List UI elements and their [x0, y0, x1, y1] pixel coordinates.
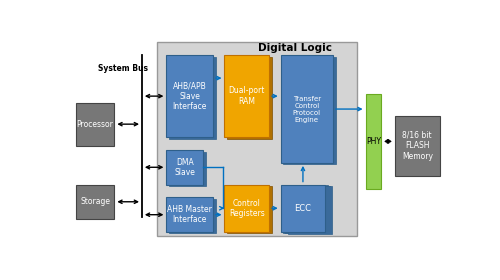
Text: ECC: ECC: [294, 204, 312, 213]
Text: Digital Logic: Digital Logic: [258, 43, 332, 53]
Text: 8/16 bit
FLASH
Memory: 8/16 bit FLASH Memory: [402, 131, 433, 161]
FancyBboxPatch shape: [76, 185, 114, 219]
Text: AHB Master
Interface: AHB Master Interface: [167, 205, 212, 224]
Text: Transfer
Control
Protocol
Engine: Transfer Control Protocol Engine: [293, 95, 321, 123]
FancyBboxPatch shape: [227, 57, 272, 139]
Text: PHY: PHY: [366, 137, 381, 146]
FancyBboxPatch shape: [169, 57, 216, 139]
Text: Storage: Storage: [80, 197, 110, 206]
Text: Dual-port
RAM: Dual-port RAM: [228, 87, 265, 106]
FancyBboxPatch shape: [224, 185, 269, 232]
FancyBboxPatch shape: [286, 186, 330, 233]
FancyBboxPatch shape: [366, 94, 381, 189]
Text: AHB/APB
Slave
Interface: AHB/APB Slave Interface: [172, 81, 207, 111]
FancyBboxPatch shape: [280, 185, 325, 232]
Text: DMA
Slave: DMA Slave: [174, 158, 195, 177]
FancyBboxPatch shape: [166, 197, 213, 232]
FancyBboxPatch shape: [280, 55, 333, 163]
Text: Processor: Processor: [76, 120, 114, 129]
FancyBboxPatch shape: [166, 150, 203, 185]
FancyBboxPatch shape: [169, 199, 216, 234]
FancyBboxPatch shape: [227, 186, 272, 234]
Text: System Bus: System Bus: [98, 64, 148, 73]
FancyBboxPatch shape: [169, 151, 206, 186]
FancyBboxPatch shape: [224, 55, 269, 137]
FancyBboxPatch shape: [288, 186, 332, 234]
FancyBboxPatch shape: [395, 116, 440, 176]
FancyBboxPatch shape: [76, 102, 114, 146]
FancyBboxPatch shape: [283, 185, 328, 233]
FancyBboxPatch shape: [158, 42, 357, 236]
Text: Control
Registers: Control Registers: [229, 199, 264, 218]
FancyBboxPatch shape: [166, 55, 213, 137]
FancyBboxPatch shape: [284, 57, 336, 164]
